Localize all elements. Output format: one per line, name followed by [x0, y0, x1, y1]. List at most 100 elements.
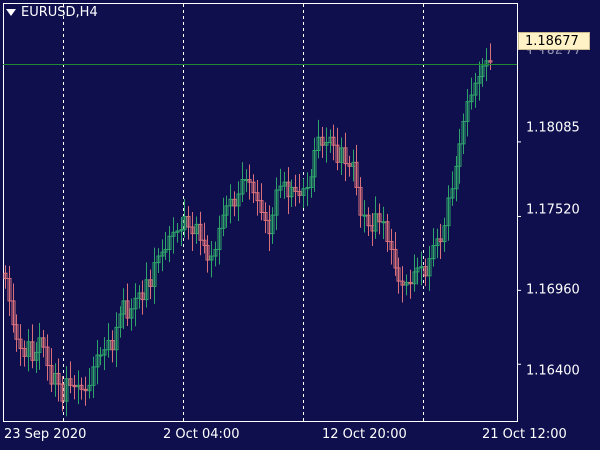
candle-body — [446, 197, 451, 227]
candle-body — [377, 213, 382, 223]
candle-body — [171, 231, 176, 237]
candle-body — [324, 142, 329, 146]
candle-body — [251, 181, 256, 194]
candle-body — [278, 185, 283, 191]
candle-body — [49, 365, 54, 385]
candle-body — [289, 186, 294, 198]
candle-body — [320, 136, 325, 146]
candle-body — [186, 215, 191, 228]
price-tick-label: 1.16400 — [526, 363, 580, 379]
symbol-timeframe-label: EURUSD,H4 — [21, 5, 98, 20]
candle-body — [205, 244, 210, 261]
candle-body — [240, 179, 245, 195]
candle-body — [331, 136, 336, 146]
candle-body — [263, 212, 268, 221]
candle-body — [118, 313, 123, 328]
candle-body — [3, 272, 8, 279]
candle-body — [175, 230, 180, 233]
candle-body — [274, 189, 279, 216]
candle-body — [435, 238, 440, 246]
candle-body — [427, 258, 432, 277]
candle-body — [30, 341, 35, 361]
candle-body — [396, 267, 401, 282]
candle-body — [477, 76, 482, 84]
candle-body — [305, 186, 310, 190]
candle-body — [312, 149, 317, 178]
candle-body — [11, 300, 16, 326]
candle-body — [488, 60, 493, 63]
candle-body — [194, 223, 199, 235]
candle-body — [457, 143, 462, 167]
candle-body — [259, 200, 264, 213]
candle-body — [179, 229, 184, 232]
candle-body — [450, 188, 455, 199]
candle-body — [301, 188, 306, 196]
candle-body — [91, 366, 96, 386]
price-tick-label: 1.16960 — [526, 282, 580, 298]
candle-body — [431, 244, 436, 260]
candle-body — [209, 255, 214, 261]
candle-body — [106, 340, 111, 351]
candle-body — [217, 227, 222, 250]
time-tick-label: 23 Sep 2020 — [4, 427, 87, 442]
candle-body — [270, 214, 275, 235]
candle-body — [182, 215, 187, 231]
candle-body — [335, 144, 340, 163]
candle-body — [167, 235, 172, 250]
hidden-price-label: 1.18677 — [526, 48, 580, 54]
candle-body — [385, 221, 390, 243]
candle-body — [190, 226, 195, 235]
candle-body — [366, 214, 371, 227]
candle-body — [316, 136, 321, 151]
candle-body — [228, 198, 233, 207]
candle-body — [148, 279, 153, 287]
candle-body — [255, 192, 260, 202]
candle-body — [152, 262, 157, 287]
candle-body — [373, 213, 378, 232]
candle-body — [282, 181, 287, 187]
candle-body — [26, 341, 31, 357]
candle-body — [423, 266, 428, 277]
candle-body — [56, 372, 61, 385]
symbol-timeframe-header[interactable]: EURUSD,H4 — [6, 5, 98, 20]
candle-body — [224, 205, 229, 216]
candle-body — [110, 340, 115, 351]
candle-body — [18, 338, 23, 349]
candle-body — [14, 324, 19, 340]
candle-body — [95, 354, 100, 368]
candle-body — [41, 337, 46, 348]
candle-body — [72, 384, 77, 388]
plot-border — [3, 3, 518, 422]
current-price-box: 1.18677 — [518, 32, 590, 50]
candle-body — [213, 248, 218, 257]
candle-body — [404, 281, 409, 286]
candle-body — [309, 176, 314, 188]
time-tick-label: 21 Oct 12:00 — [482, 427, 567, 442]
time-tick-label: 2 Oct 04:00 — [163, 427, 240, 442]
candle-body — [232, 198, 237, 207]
candle-body — [465, 101, 470, 122]
price-tick-label: 1.17520 — [526, 202, 580, 218]
candle-body — [121, 300, 126, 315]
triangle-down-icon[interactable] — [6, 9, 16, 16]
candle-body — [22, 347, 27, 357]
candle-body — [354, 161, 359, 188]
candle-body — [144, 279, 149, 301]
candle-body — [419, 266, 424, 269]
candle-body — [198, 223, 203, 241]
candle-body — [400, 280, 405, 286]
candle-body — [412, 271, 417, 285]
candle-body — [343, 147, 348, 165]
candle-body — [461, 120, 466, 145]
candle-body — [454, 165, 459, 190]
candle-body — [297, 190, 302, 196]
candle-body — [79, 384, 84, 390]
candle-body — [60, 383, 65, 402]
candle-body — [68, 378, 73, 386]
candle-body — [381, 221, 386, 224]
candle-body — [236, 193, 241, 207]
candle-body — [442, 225, 447, 243]
candle-body — [114, 326, 119, 351]
